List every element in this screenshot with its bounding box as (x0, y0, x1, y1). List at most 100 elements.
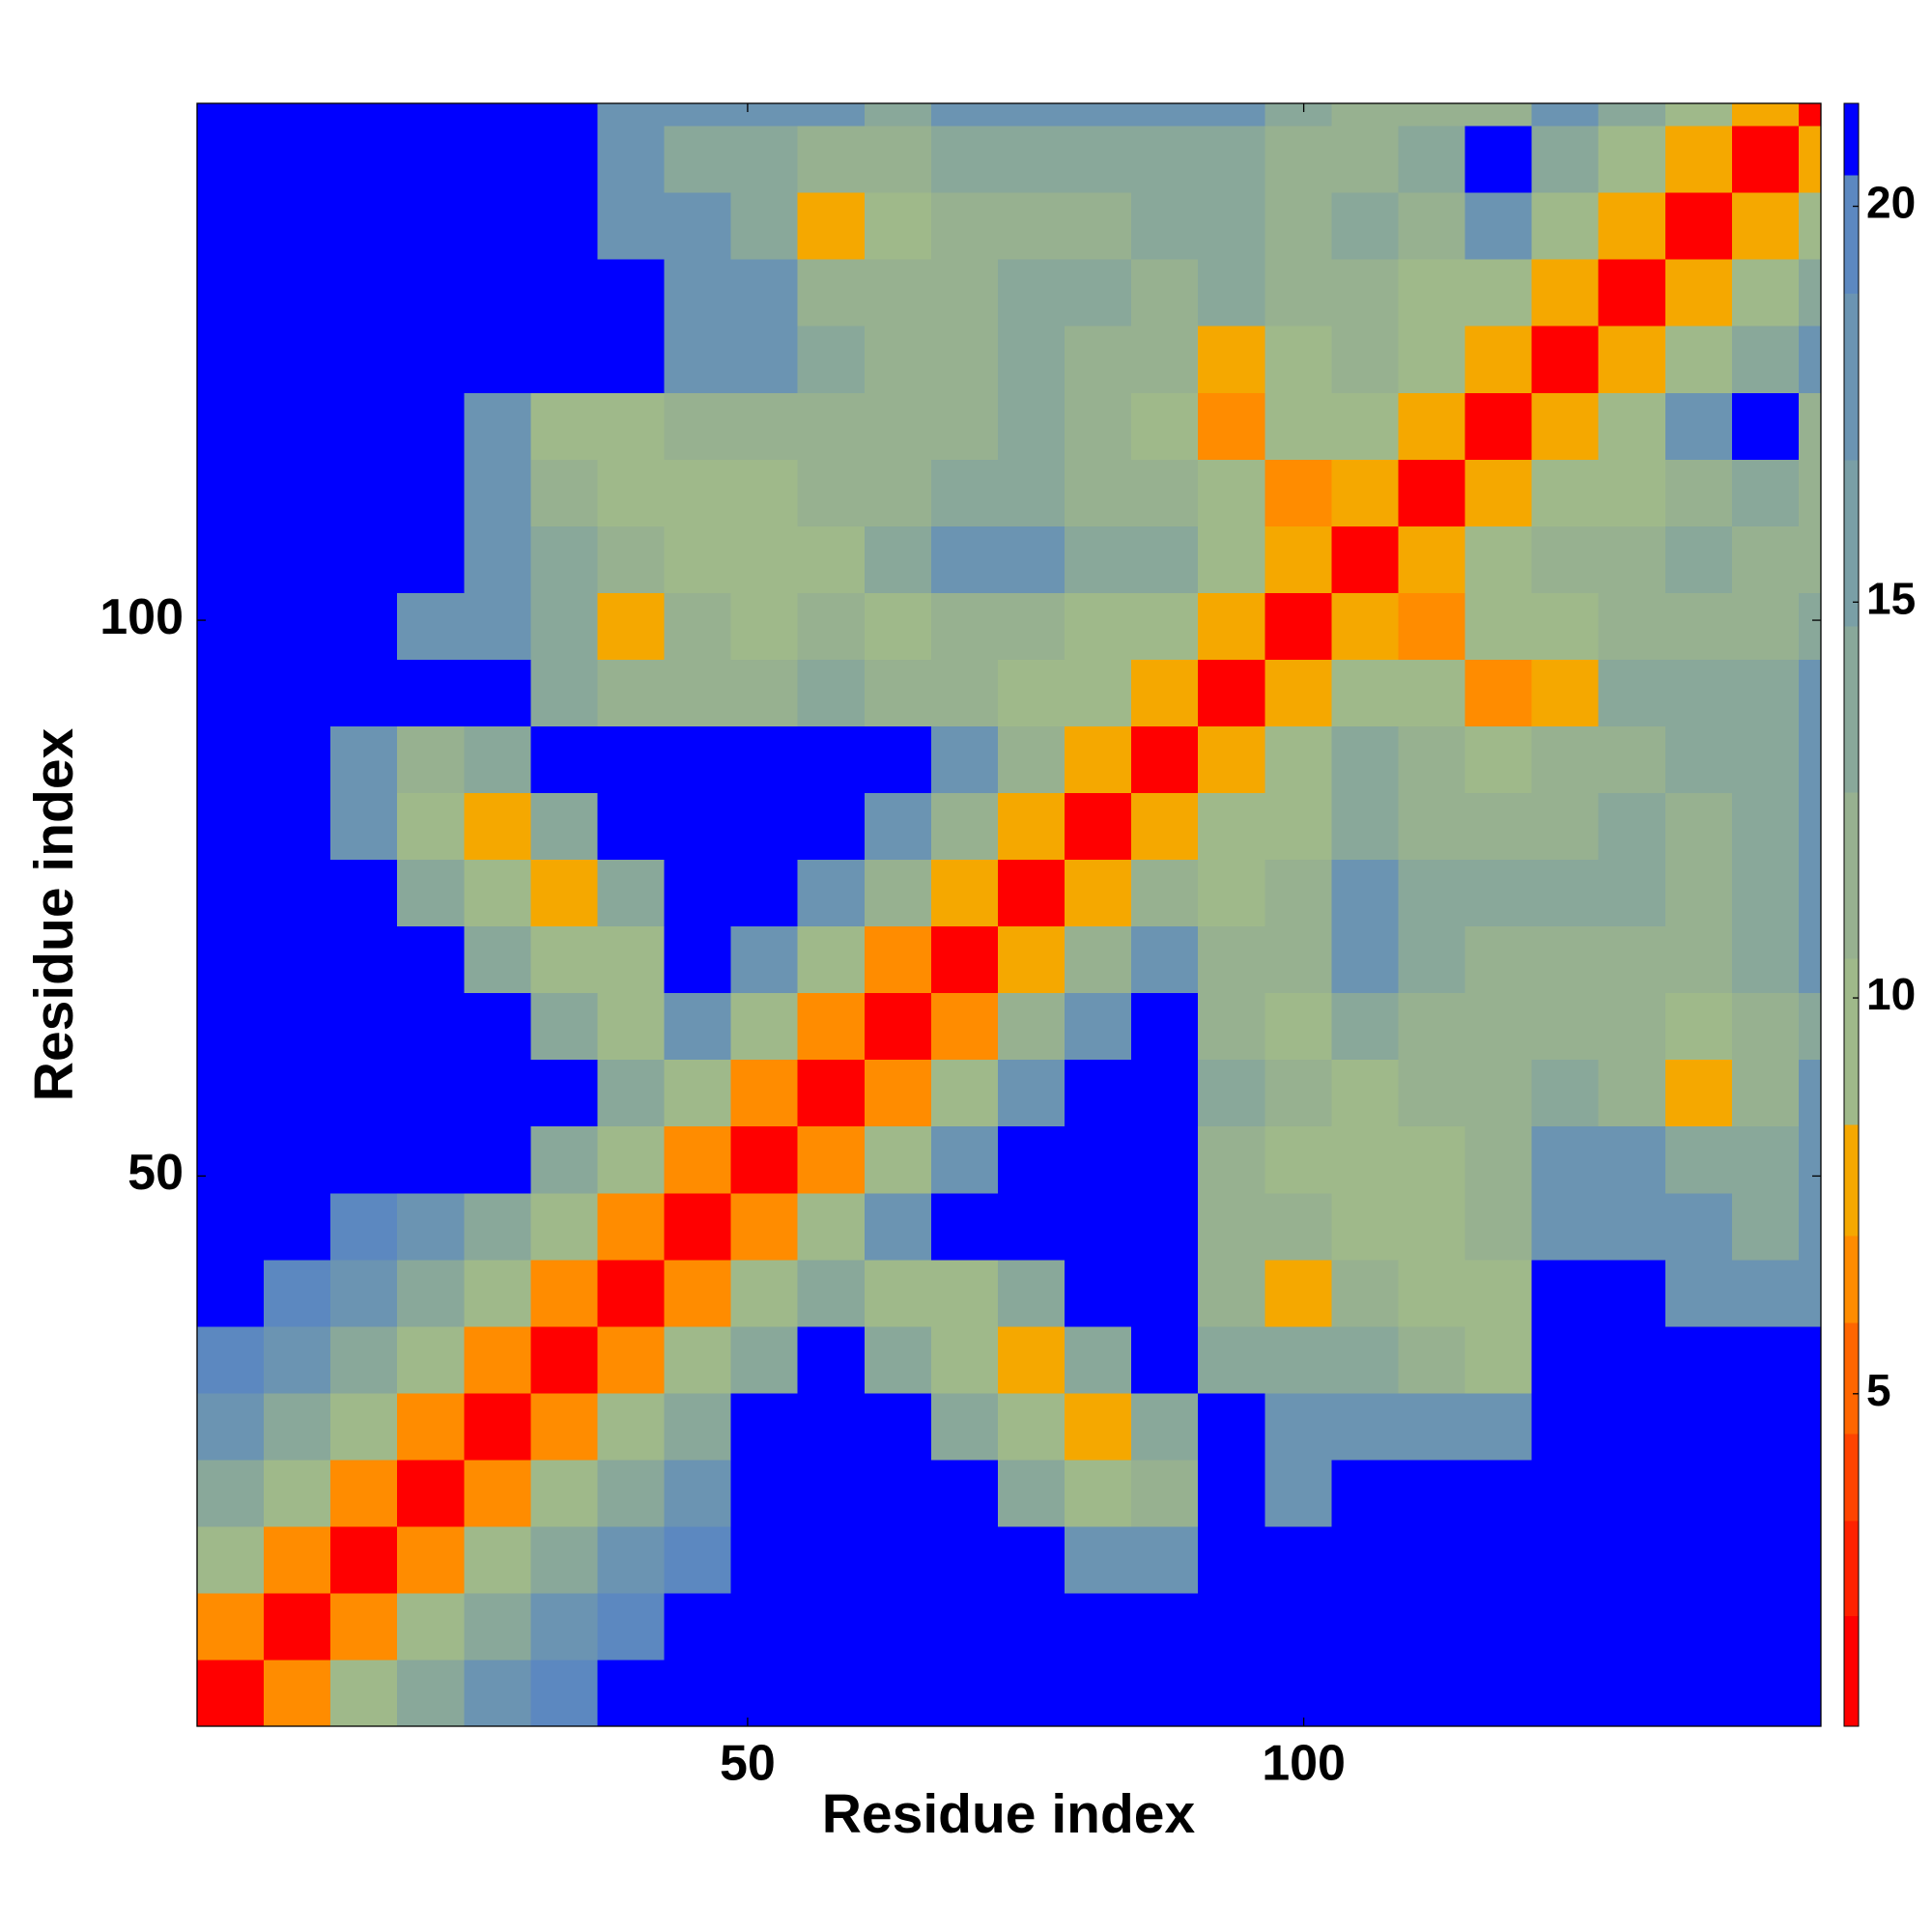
heatmap-cell (1331, 792, 1400, 861)
heatmap-cell (264, 1392, 331, 1461)
heatmap-cell (1464, 1125, 1533, 1194)
heatmap-cell (1264, 326, 1332, 393)
heatmap-cell (264, 1125, 331, 1194)
heatmap-cell (597, 1259, 666, 1327)
heatmap-cell (1264, 925, 1332, 994)
heatmap-cell (730, 126, 799, 193)
heatmap-cell (797, 1125, 866, 1194)
heatmap-cell (1464, 259, 1533, 327)
heatmap-cell (1398, 326, 1466, 393)
heatmap-cell (1065, 925, 1132, 994)
heatmap-cell (1398, 1125, 1466, 1194)
heatmap-cell (1331, 1592, 1400, 1661)
heatmap-cell (1398, 992, 1466, 1061)
heatmap-cell (1331, 1259, 1400, 1327)
heatmap-cell (1131, 126, 1199, 193)
heatmap-cell (330, 392, 398, 460)
heatmap-cell (1531, 1525, 1600, 1594)
heatmap-cell (397, 1659, 465, 1727)
heatmap-cell (1598, 592, 1666, 660)
heatmap-cell (864, 103, 932, 127)
heatmap-cell (1531, 259, 1600, 327)
heatmap-cell (1398, 1192, 1466, 1261)
heatmap-cell (1531, 1059, 1600, 1127)
heatmap-cell (597, 1392, 666, 1461)
heatmap-cell (864, 392, 932, 460)
heatmap-cell (664, 1059, 732, 1127)
heatmap-cell (930, 192, 999, 260)
heatmap-cell (397, 925, 465, 994)
heatmap-cell (1131, 1325, 1199, 1394)
heatmap-cell (530, 792, 599, 861)
heatmap-cell (1798, 725, 1822, 794)
heatmap-cell (1598, 659, 1666, 726)
heatmap-cell (1198, 1059, 1265, 1127)
heatmap-cell (1398, 659, 1466, 726)
heatmap-cell (530, 526, 599, 593)
heatmap-cell (397, 592, 465, 660)
heatmap-cell (197, 259, 265, 327)
heatmap-cell (530, 1659, 599, 1727)
heatmap-cell (1264, 992, 1332, 1061)
heatmap-cell (1198, 659, 1265, 726)
colorbar-frame (1843, 102, 1860, 1727)
heatmap-cell (1731, 659, 1800, 726)
heatmap-cell (1331, 1125, 1400, 1194)
heatmap-cell (197, 1125, 265, 1194)
heatmap-cell (1198, 1525, 1265, 1594)
heatmap-cell (264, 126, 331, 193)
heatmap-cell (1531, 459, 1600, 526)
heatmap-cell (1598, 1592, 1666, 1661)
heatmap-cell (1664, 1659, 1733, 1727)
heatmap-cell (797, 1392, 866, 1461)
heatmap-cell (1598, 725, 1666, 794)
heatmap-cell (1198, 1459, 1265, 1527)
heatmap-cell (464, 526, 532, 593)
heatmap-cell (1198, 1392, 1265, 1461)
heatmap-cell (930, 925, 999, 994)
heatmap-cell (1464, 1059, 1533, 1127)
heatmap-cell (1798, 1659, 1822, 1727)
heatmap-cell (1798, 1125, 1822, 1194)
heatmap-cell (330, 1525, 398, 1594)
heatmap-cell (664, 1192, 732, 1261)
heatmap-cell (597, 459, 666, 526)
heatmap-cell (597, 326, 666, 393)
heatmap-cell (597, 1325, 666, 1394)
heatmap-cell (664, 1259, 732, 1327)
heatmap-cell (1798, 392, 1822, 460)
heatmap-cell (1198, 1125, 1265, 1194)
heatmap-cell (1131, 859, 1199, 927)
heatmap-cell (730, 1192, 799, 1261)
heatmap-cell (997, 192, 1065, 260)
heatmap-cell (1664, 1059, 1733, 1127)
heatmap-cell (1131, 592, 1199, 660)
heatmap-cell (1131, 459, 1199, 526)
heatmap-cell (797, 326, 866, 393)
heatmap-cell (1198, 725, 1265, 794)
heatmap-cell (264, 659, 331, 726)
heatmap-cell (1598, 925, 1666, 994)
heatmap-cell (730, 792, 799, 861)
heatmap-cell (1331, 392, 1400, 460)
heatmap-cell (264, 192, 331, 260)
heatmap-cell (397, 392, 465, 460)
heatmap-cell (664, 792, 732, 861)
heatmap-cell (397, 1059, 465, 1127)
heatmap-cell (1798, 1592, 1822, 1661)
heatmap-cell (730, 592, 799, 660)
heatmap-cell (864, 326, 932, 393)
heatmap-cell (730, 1592, 799, 1661)
heatmap-cell (1398, 792, 1466, 861)
heatmap-cell (997, 1525, 1065, 1594)
heatmap-cell (664, 859, 732, 927)
heatmap-cell (664, 925, 732, 994)
heatmap-cell (1731, 992, 1800, 1061)
heatmap-cell (1664, 126, 1733, 193)
heatmap-cell (1664, 1392, 1733, 1461)
heatmap-cell (264, 992, 331, 1061)
heatmap-cell (730, 992, 799, 1061)
heatmap-cell (730, 725, 799, 794)
heatmap-cell (530, 859, 599, 927)
heatmap-cell (330, 992, 398, 1061)
